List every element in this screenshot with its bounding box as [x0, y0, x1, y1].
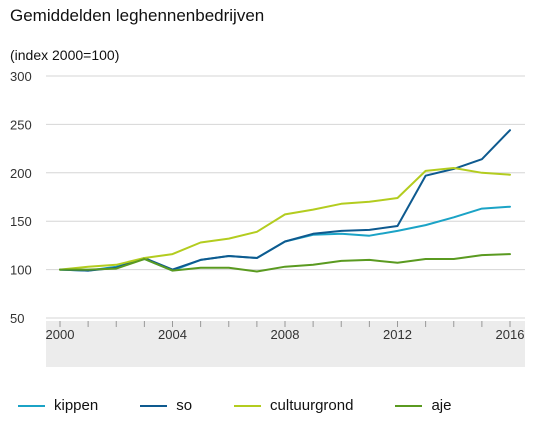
x-axis-band [46, 321, 525, 367]
y-tick-label: 100 [10, 263, 32, 278]
series-line-cultuurgrond [59, 167, 511, 271]
y-tick-label: 150 [10, 214, 32, 229]
y-tick-label: 300 [10, 69, 32, 84]
x-tick-label: 2008 [271, 327, 300, 342]
legend-item-cultuurgrond: cultuurgrond [234, 397, 353, 414]
x-tick-label: 2016 [496, 327, 525, 342]
legend-label: kippen [54, 397, 99, 414]
y-tick-label: 250 [10, 117, 32, 132]
x-tick-label: 2012 [383, 327, 412, 342]
x-tick-label: 2004 [158, 327, 187, 342]
x-tick-label: 2000 [46, 327, 75, 342]
y-tick-label: 200 [10, 166, 32, 181]
legend-swatch [140, 404, 168, 407]
series-line-kippen [59, 205, 511, 272]
series-lines [59, 129, 511, 273]
legend-swatch [395, 404, 423, 407]
y-tick-label: 50 [10, 311, 24, 326]
x-axis-ticks: 2000 2004 2008 2012 2016 [46, 321, 525, 342]
legend-label: aje [431, 397, 452, 414]
series-line-so [59, 129, 511, 272]
series-line-aje [59, 253, 511, 273]
legend-label: so [176, 397, 193, 414]
legend-item-aje: aje [395, 397, 451, 414]
chart-title: Gemiddelden leghennenbedrijven [10, 6, 265, 25]
chart-subtitle: (index 2000=100) [10, 47, 120, 63]
legend-label: cultuurgrond [270, 397, 354, 414]
legend-item-so: so [140, 397, 192, 414]
legend: kippen so cultuurgrond aje [18, 397, 493, 414]
legend-swatch [18, 404, 45, 407]
legend-item-kippen: kippen [18, 397, 98, 414]
y-axis-ticks: 50 100 150 200 250 300 [10, 69, 32, 326]
legend-swatch [234, 404, 262, 407]
gridlines [46, 75, 525, 319]
